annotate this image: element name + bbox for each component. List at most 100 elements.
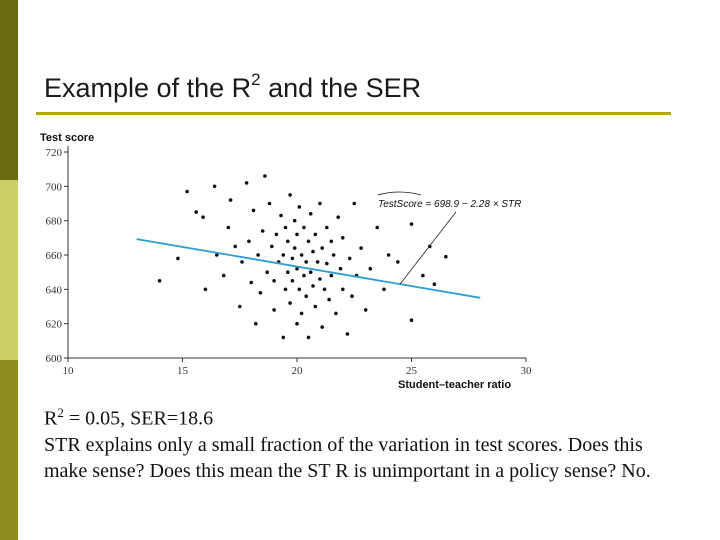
data-point bbox=[350, 294, 354, 298]
data-point bbox=[272, 279, 276, 283]
slide-title: Example of the R2 and the SER bbox=[44, 70, 422, 104]
data-point bbox=[254, 321, 258, 326]
data-point bbox=[409, 222, 414, 226]
data-point bbox=[444, 254, 448, 259]
y-tick-label: 620 bbox=[46, 319, 63, 331]
data-point bbox=[299, 311, 304, 316]
data-point bbox=[258, 291, 263, 295]
annotation-leader-line bbox=[399, 211, 457, 285]
data-point bbox=[311, 284, 315, 288]
data-point bbox=[283, 287, 288, 292]
data-point bbox=[313, 232, 318, 237]
data-point bbox=[320, 246, 325, 250]
data-point bbox=[322, 287, 327, 292]
data-point bbox=[288, 301, 292, 305]
data-point bbox=[260, 229, 265, 233]
data-point bbox=[306, 335, 311, 340]
data-point bbox=[386, 253, 391, 257]
data-point bbox=[274, 232, 279, 237]
data-point bbox=[295, 232, 299, 237]
regression-line bbox=[136, 238, 481, 299]
data-point bbox=[221, 273, 226, 278]
data-point bbox=[315, 260, 320, 264]
data-point bbox=[352, 201, 357, 206]
data-point bbox=[320, 325, 325, 329]
x-tick-label: 30 bbox=[521, 365, 533, 377]
data-point bbox=[313, 304, 318, 309]
data-point bbox=[304, 260, 309, 264]
data-point bbox=[295, 321, 299, 326]
data-point bbox=[249, 280, 253, 285]
data-point bbox=[194, 210, 198, 214]
data-point bbox=[297, 205, 302, 209]
data-point bbox=[279, 213, 283, 218]
data-point bbox=[176, 256, 180, 261]
data-point bbox=[256, 253, 260, 257]
title-superscript: 2 bbox=[251, 70, 261, 89]
data-point bbox=[308, 212, 313, 216]
r-squared-superscript: 2 bbox=[57, 405, 64, 420]
data-point bbox=[334, 311, 338, 316]
y-tick-label: 700 bbox=[46, 181, 63, 193]
data-point bbox=[341, 287, 345, 292]
x-tick-label: 25 bbox=[406, 365, 418, 377]
data-point bbox=[336, 215, 341, 219]
data-point bbox=[272, 308, 276, 312]
data-point bbox=[304, 294, 309, 298]
data-point bbox=[265, 270, 269, 274]
data-point bbox=[290, 279, 295, 283]
title-prefix: Example of the R bbox=[44, 73, 252, 103]
y-tick-label: 660 bbox=[46, 250, 63, 262]
data-point bbox=[396, 260, 400, 264]
explanation-paragraph: STR explains only a small fraction of th… bbox=[44, 433, 651, 482]
title-underline bbox=[36, 112, 671, 115]
data-point bbox=[251, 208, 256, 213]
data-point bbox=[306, 239, 311, 244]
data-point bbox=[215, 253, 219, 257]
data-point bbox=[347, 256, 352, 261]
data-point bbox=[331, 253, 336, 257]
data-point bbox=[286, 239, 290, 244]
data-point bbox=[302, 225, 306, 230]
accent-bar-top bbox=[0, 0, 18, 180]
x-tick-label: 20 bbox=[292, 365, 304, 377]
data-point bbox=[329, 239, 334, 244]
annotation-hat bbox=[377, 191, 422, 196]
data-point bbox=[329, 273, 334, 278]
data-point bbox=[325, 225, 329, 230]
title-suffix: and the SER bbox=[260, 73, 422, 103]
data-point bbox=[263, 174, 267, 178]
x-axis-label: Student–teacher ratio bbox=[398, 379, 511, 391]
data-point bbox=[409, 318, 414, 322]
data-point bbox=[281, 253, 286, 257]
data-point bbox=[288, 193, 292, 197]
data-point bbox=[286, 270, 290, 274]
data-point bbox=[299, 253, 304, 257]
data-point bbox=[247, 239, 251, 244]
x-tick-label: 10 bbox=[63, 365, 75, 377]
data-point bbox=[359, 246, 363, 250]
data-point bbox=[203, 287, 208, 292]
y-tick-label: 720 bbox=[46, 147, 63, 159]
data-point bbox=[292, 246, 297, 250]
data-point bbox=[295, 266, 299, 271]
y-tick-label: 600 bbox=[46, 353, 63, 365]
data-point bbox=[363, 308, 368, 312]
data-point bbox=[201, 215, 205, 219]
data-point bbox=[238, 304, 242, 309]
data-point bbox=[421, 273, 425, 278]
data-point bbox=[325, 261, 329, 266]
y-axis-label: Test score bbox=[40, 132, 94, 144]
data-point bbox=[327, 297, 331, 302]
data-point bbox=[281, 335, 286, 340]
data-point bbox=[290, 256, 295, 261]
data-point bbox=[311, 249, 315, 254]
data-point bbox=[341, 236, 345, 240]
data-point bbox=[297, 287, 302, 292]
data-point bbox=[233, 244, 237, 249]
data-point bbox=[308, 270, 313, 274]
slide-body: R2 = 0.05, SER=18.6 STR explains only a … bbox=[44, 400, 684, 484]
y-tick-label: 680 bbox=[46, 216, 63, 228]
data-point bbox=[432, 282, 437, 286]
data-point bbox=[157, 279, 162, 283]
